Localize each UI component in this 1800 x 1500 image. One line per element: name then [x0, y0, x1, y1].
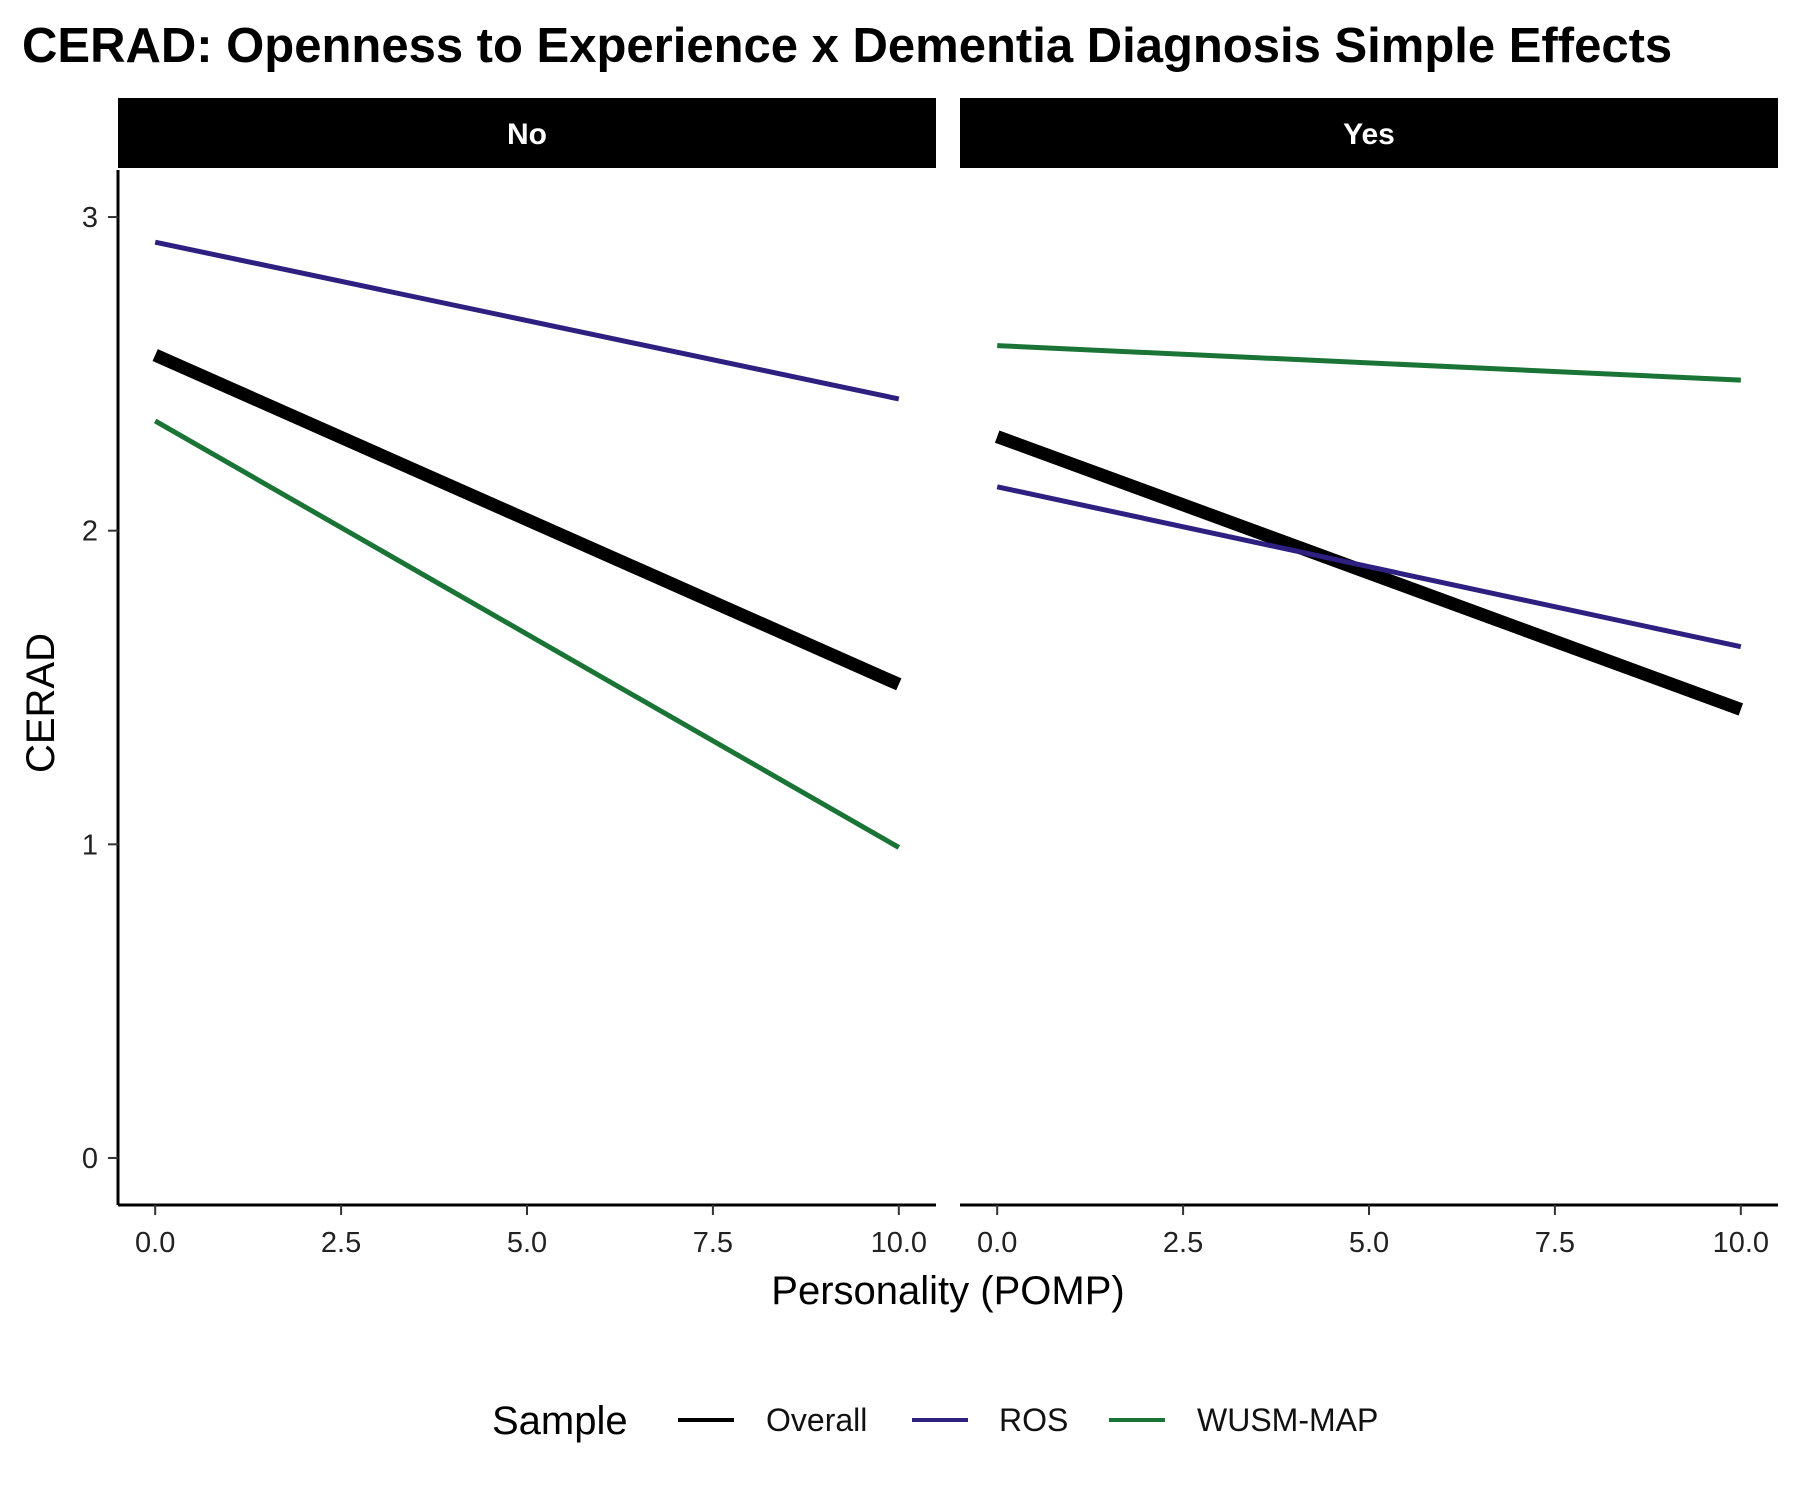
chart-title: CERAD: Openness to Experience x Dementia…	[22, 19, 1672, 73]
facet-strip-label-no: No	[507, 118, 547, 151]
legend-label-overall: Overall	[766, 1402, 867, 1438]
x-tick-label: 0.0	[135, 1227, 175, 1259]
x-tick-label: 5.0	[507, 1227, 547, 1259]
series-line-wusm-map-yes	[997, 343, 1741, 383]
facet-strip-yes	[960, 98, 1778, 168]
y-tick-label: 2	[82, 516, 98, 548]
panel-yes: Yes 0.0 2.5 5.0 7.5 10.0	[960, 98, 1778, 1259]
legend: Sample Overall ROS WUSM-MAP	[492, 1399, 1378, 1443]
x-tick-label: 5.0	[1349, 1227, 1389, 1259]
x-tick-label: 7.5	[693, 1227, 733, 1259]
series-line-ros-yes	[996, 484, 1742, 650]
x-tick-label: 0.0	[977, 1227, 1017, 1259]
x-tick-label: 2.5	[1163, 1227, 1203, 1259]
y-axis-title: CERAD	[19, 633, 63, 773]
y-tick-label: 3	[82, 202, 98, 234]
x-axis-title: Personality (POMP)	[771, 1269, 1124, 1313]
x-tick-label: 7.5	[1535, 1227, 1575, 1259]
legend-label-wusm-map: WUSM-MAP	[1197, 1402, 1378, 1438]
y-tick-label: 0	[82, 1143, 98, 1175]
series-line-ros-no	[154, 239, 900, 402]
x-tick-label: 10.0	[1713, 1227, 1769, 1259]
x-tick-label: 10.0	[871, 1227, 927, 1259]
y-axis-ticks: 0 1 2 3	[82, 202, 118, 1175]
facet-strip-label-yes: Yes	[1343, 118, 1395, 151]
panel-no: No 0.0 2.5 5.0 7.5 10.0	[118, 98, 936, 1259]
series-line-overall-no	[152, 349, 902, 691]
legend-title: Sample	[492, 1399, 628, 1443]
y-tick-label: 1	[82, 829, 98, 861]
series-line-overall-yes	[994, 430, 1744, 716]
x-tick-label: 2.5	[321, 1227, 361, 1259]
legend-label-ros: ROS	[999, 1402, 1068, 1438]
series-line-wusm-map-no	[153, 418, 901, 850]
facet-strip-no	[118, 98, 936, 168]
